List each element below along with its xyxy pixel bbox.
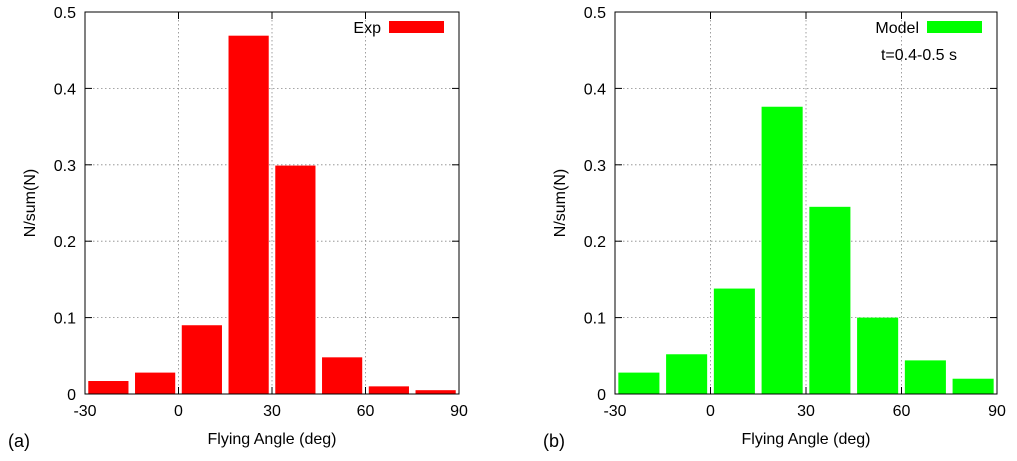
y-tick-label: 0.3 (54, 158, 76, 175)
bar (228, 35, 269, 395)
bar (857, 317, 899, 394)
x-tick-label: 0 (174, 403, 183, 420)
x-tick-label: 0 (706, 403, 715, 420)
x-axis-label: Flying Angle (deg) (742, 431, 871, 448)
y-tick-label: 0 (67, 387, 76, 404)
bar (809, 206, 851, 394)
bar (415, 390, 456, 394)
x-axis-label: Flying Angle (deg) (208, 431, 337, 448)
panel-label: (a) (8, 431, 30, 451)
y-tick-label: 0.5 (54, 5, 76, 22)
legend-label: Model (875, 20, 919, 37)
y-tick-label: 0.3 (584, 158, 606, 175)
x-tick-label: 90 (988, 403, 1006, 420)
legend-label: Exp (353, 20, 381, 37)
y-axis-label: N/sum(N) (22, 169, 39, 237)
bar (761, 106, 803, 395)
y-tick-label: 0.4 (584, 81, 606, 98)
y-axis-label: N/sum(N) (552, 169, 569, 237)
x-tick-label: -30 (73, 403, 96, 420)
bar (88, 381, 129, 394)
y-tick-label: 0.2 (54, 234, 76, 251)
x-tick-label: 30 (263, 403, 281, 420)
y-tick-label: 0.1 (584, 311, 606, 328)
x-tick-label: 60 (357, 403, 375, 420)
bar (904, 360, 946, 394)
x-tick-label: -30 (603, 403, 626, 420)
bar (135, 372, 176, 394)
panel-label: (b) (543, 431, 565, 451)
bar (181, 325, 222, 394)
y-tick-label: 0 (597, 387, 606, 404)
bar (713, 288, 755, 394)
y-tick-label: 0.1 (54, 311, 76, 328)
legend-swatch (389, 21, 444, 33)
y-tick-label: 0.2 (584, 234, 606, 251)
x-tick-label: 30 (797, 403, 815, 420)
x-tick-label: 90 (450, 403, 468, 420)
y-tick-label: 0.5 (584, 5, 606, 22)
bar (952, 378, 994, 394)
bar (368, 386, 409, 394)
y-tick-label: 0.4 (54, 81, 76, 98)
bar (275, 165, 316, 394)
x-tick-label: 60 (893, 403, 911, 420)
bar (322, 357, 363, 394)
annotation-text: t=0.4-0.5 s (881, 47, 957, 64)
legend-swatch (927, 21, 982, 33)
bar (618, 372, 660, 394)
bar (666, 354, 708, 394)
